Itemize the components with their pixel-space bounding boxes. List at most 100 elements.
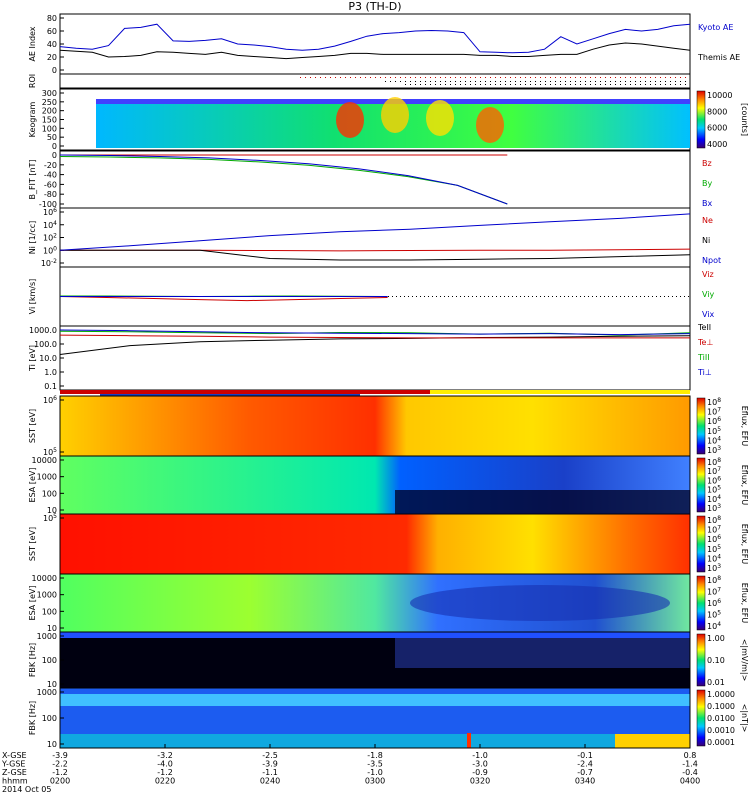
keogram-colorbar-tick-label: 4000	[707, 140, 727, 149]
roi-mark	[470, 84, 471, 85]
roi-mark	[320, 77, 321, 78]
roi-mark	[390, 77, 391, 78]
roi-mark	[510, 81, 511, 82]
bfield-y-tick-label: -80	[44, 190, 57, 199]
time-axis-value: -1.4	[682, 760, 698, 769]
density-series-Ni	[60, 249, 691, 261]
roi-mark	[500, 81, 501, 82]
roi-mark	[550, 84, 551, 85]
roi-mark	[675, 81, 676, 82]
time-axis-value: 0300	[365, 777, 385, 786]
fbk-b-y-tick-label: 100	[42, 714, 57, 723]
roi-mark	[485, 77, 486, 78]
roi-mark	[425, 81, 426, 82]
density-y-tick-label: 102	[43, 233, 57, 243]
esa-ion-colorbar-tick-label: 108	[707, 457, 721, 467]
roi-mark	[660, 81, 661, 82]
fbk-e-top-band	[60, 632, 690, 638]
roi-mark	[450, 77, 451, 78]
roi-mark	[315, 77, 316, 78]
time-axis-value: -1.1	[262, 768, 278, 777]
esa-electron-y-tick-label: 100	[42, 607, 57, 616]
roi-mark	[540, 81, 541, 82]
roi-mark	[420, 81, 421, 82]
esa-ion-y-tick-label: 1000	[37, 473, 57, 482]
mode-bar-slow	[60, 390, 430, 394]
roi-mark	[615, 81, 616, 82]
roi-mark	[645, 84, 646, 85]
roi-mark	[555, 84, 556, 85]
roi-mark	[565, 77, 566, 78]
keogram-colorbar-tick-label: 6000	[707, 124, 727, 133]
roi-mark	[340, 77, 341, 78]
time-axis-value: -1.0	[367, 768, 383, 777]
roi-mark	[435, 77, 436, 78]
time-axis-value: -0.9	[472, 768, 488, 777]
keogram-colorbar-tick-label: 10000	[707, 91, 732, 100]
roi-mark	[435, 84, 436, 85]
esa-electron-colorbar-tick-label: 106	[707, 598, 721, 608]
esa-electron-colorbar-label: Eflux, EFU	[740, 583, 749, 624]
roi-mark	[625, 77, 626, 78]
roi-mark	[525, 77, 526, 78]
sst-ion-colorbar-label: Eflux, EFU	[740, 406, 749, 447]
roi-mark	[555, 77, 556, 78]
fbk-e-colorbar	[696, 633, 706, 687]
roi-mark	[455, 77, 456, 78]
esa-ion-y-tick-label: 100	[42, 489, 57, 498]
keogram-brightening	[381, 97, 409, 133]
ae-y-tick-label: 40	[47, 40, 57, 49]
sst-electron-colorbar-label: Eflux, EFU	[740, 524, 749, 565]
roi-mark	[310, 77, 311, 78]
density-legend-Ne: Ne	[702, 216, 713, 225]
roi-mark	[605, 81, 606, 82]
temp-series-Ti⊥	[59, 329, 691, 336]
time-axis-row-label: X-GSE	[2, 751, 27, 760]
roi-mark	[530, 81, 531, 82]
roi-mark	[600, 81, 601, 82]
roi-mark	[380, 77, 381, 78]
time-axis-value: -0.4	[682, 768, 698, 777]
roi-mark	[595, 77, 596, 78]
roi-mark	[430, 84, 431, 85]
esa-electron-depletion	[410, 585, 670, 621]
roi-mark	[540, 77, 541, 78]
roi-mark	[680, 81, 681, 82]
roi-mark	[440, 77, 441, 78]
keogram-brightening	[336, 102, 364, 138]
roi-mark	[460, 77, 461, 78]
roi-mark	[335, 77, 336, 78]
roi-mark	[545, 81, 546, 82]
roi-mark	[495, 84, 496, 85]
time-axis-value: 0400	[680, 777, 700, 786]
roi-mark	[495, 81, 496, 82]
roi-mark	[555, 81, 556, 82]
esa-electron-colorbar	[696, 575, 706, 631]
roi-mark	[630, 81, 631, 82]
sst-ion-colorbar-tick-label: 108	[707, 397, 721, 407]
ae-legend-kyoto: Kyoto AE	[698, 23, 733, 32]
roi-mark	[480, 81, 481, 82]
temp-y-tick-label: 1.0	[44, 368, 57, 377]
time-axis-value: 0.8	[684, 751, 697, 760]
ae-y-label: AE Index	[28, 26, 37, 61]
fbk-b-colorbar-label: <|nT|>	[740, 704, 749, 733]
sst-electron-colorbar-tick-label: 103	[707, 563, 721, 573]
roi-mark	[470, 81, 471, 82]
esa-ion-y-label: ESA [eV]	[28, 468, 37, 503]
roi-mark	[570, 81, 571, 82]
time-axis-value: -2.2	[52, 760, 68, 769]
roi-mark	[620, 84, 621, 85]
esa-electron-colorbar-tick-label: 107	[707, 587, 721, 597]
time-axis-value: 0340	[575, 777, 595, 786]
sst-electron-y-label: SST [eV]	[28, 527, 37, 561]
fbk-b-y-tick-label: 1000	[37, 688, 57, 697]
roi-mark	[580, 77, 581, 78]
esa-ion-colorbar	[696, 457, 706, 513]
roi-mark	[620, 81, 621, 82]
roi-mark	[475, 84, 476, 85]
esa-ion-dark-region	[395, 490, 690, 514]
ae-y-tick-label: 60	[47, 27, 57, 36]
roi-mark	[535, 81, 536, 82]
velocity-legend-Vix: Vix	[702, 310, 715, 319]
